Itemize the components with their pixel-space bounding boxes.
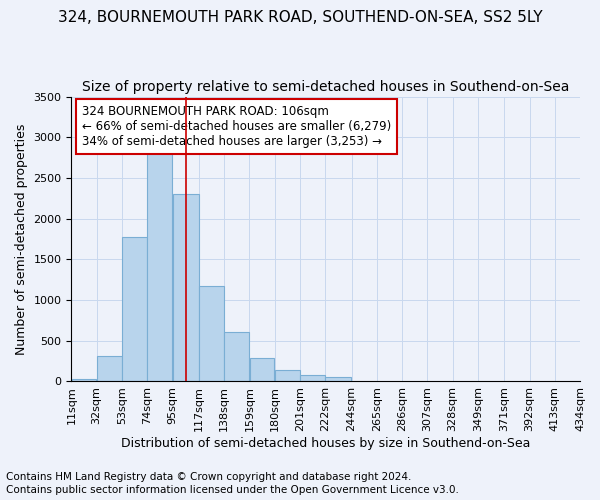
X-axis label: Distribution of semi-detached houses by size in Southend-on-Sea: Distribution of semi-detached houses by … bbox=[121, 437, 530, 450]
Bar bbox=[325, 376, 351, 382]
Bar bbox=[275, 370, 299, 382]
Bar bbox=[250, 358, 274, 382]
Title: Size of property relative to semi-detached houses in Southend-on-Sea: Size of property relative to semi-detach… bbox=[82, 80, 569, 94]
Y-axis label: Number of semi-detached properties: Number of semi-detached properties bbox=[15, 124, 28, 354]
Text: 324 BOURNEMOUTH PARK ROAD: 106sqm
← 66% of semi-detached houses are smaller (6,2: 324 BOURNEMOUTH PARK ROAD: 106sqm ← 66% … bbox=[82, 105, 391, 148]
Bar bbox=[224, 332, 249, 382]
Bar bbox=[122, 236, 147, 382]
Text: Contains HM Land Registry data © Crown copyright and database right 2024.
Contai: Contains HM Land Registry data © Crown c… bbox=[6, 472, 459, 495]
Bar bbox=[72, 379, 97, 382]
Text: 324, BOURNEMOUTH PARK ROAD, SOUTHEND-ON-SEA, SS2 5LY: 324, BOURNEMOUTH PARK ROAD, SOUTHEND-ON-… bbox=[58, 10, 542, 25]
Bar bbox=[148, 144, 172, 382]
Bar bbox=[97, 356, 122, 382]
Bar bbox=[300, 375, 325, 382]
Bar bbox=[199, 286, 224, 382]
Bar bbox=[173, 194, 199, 382]
